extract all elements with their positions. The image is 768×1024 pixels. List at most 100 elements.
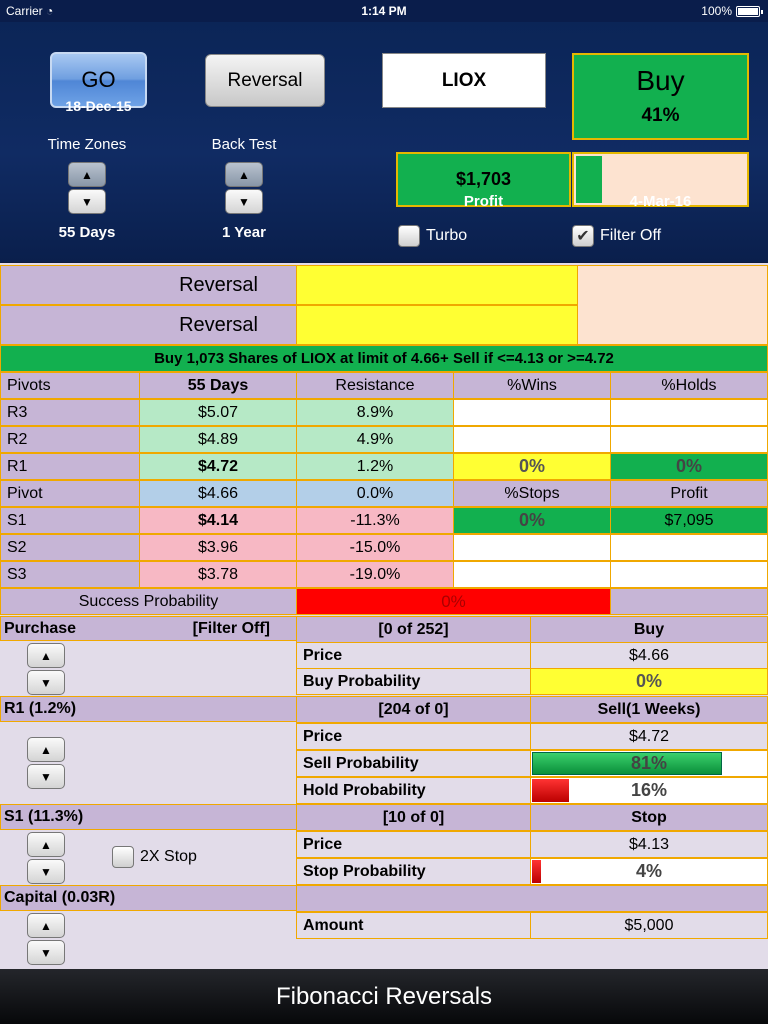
pivot-percent: 0.0% — [296, 480, 454, 507]
purchase-price: $4.66 — [530, 642, 768, 669]
purchase-title: Buy — [530, 616, 768, 643]
wins-cell — [453, 426, 611, 453]
reversal-button[interactable]: Reversal — [205, 54, 325, 107]
stops-cell — [453, 534, 611, 561]
stops-value: 0% — [453, 507, 611, 534]
pivot-name: R1 — [0, 453, 140, 480]
time-zones-stepper: ▲ ▼ — [68, 162, 106, 214]
sell-up-button[interactable]: ▲ — [27, 737, 65, 762]
profit-value-cell: $7,095 — [610, 507, 768, 534]
date-label: 18-Dec-15 — [65, 98, 132, 114]
symbol-input[interactable]: LIOX — [382, 53, 546, 108]
pivot-percent: -19.0% — [296, 561, 454, 588]
stop-target-label: S1 (11.3%) — [0, 804, 297, 830]
status-bar: Carrier ◔ 1:14 PM 100% — [0, 0, 768, 22]
purchase-count: [0 of 252] — [296, 616, 531, 643]
stop-price-label: Price — [296, 831, 531, 858]
pivots-header: Pivots — [0, 372, 140, 399]
pivot-price: $3.78 — [139, 561, 297, 588]
sell-probability-fill — [532, 752, 722, 775]
purchase-up-button[interactable]: ▲ — [27, 643, 65, 668]
hold-probability-bar: 16% — [530, 777, 768, 804]
buy-probability-label: Buy Probability — [296, 668, 531, 695]
order-instruction: Buy 1,073 Shares of LIOX at limit of 4.6… — [0, 345, 768, 372]
capital-label: Capital (0.03R) — [0, 885, 297, 911]
pivot-name: Pivot — [0, 480, 140, 507]
capital-up-button[interactable]: ▲ — [27, 913, 65, 938]
amount-label: Amount — [296, 912, 531, 939]
arrow-down-icon: ▼ — [40, 769, 52, 784]
purchase-stepper: ▲ ▼ — [27, 643, 65, 695]
reversal-row-value — [296, 305, 578, 345]
amount-value[interactable]: $5,000 — [530, 912, 768, 939]
go-button[interactable]: GO — [50, 52, 147, 108]
back-test-down-button[interactable]: ▼ — [225, 189, 263, 214]
main-grid: Reversal Reversal Buy 1,073 Shares of LI… — [0, 263, 768, 969]
arrow-up-icon: ▲ — [40, 648, 52, 663]
sell-probability-value: 81% — [630, 753, 668, 773]
pivot-percent: -11.3% — [296, 507, 454, 534]
stop-down-button[interactable]: ▼ — [27, 859, 65, 884]
battery-indicator: 100% — [701, 4, 763, 18]
stop-count: [10 of 0] — [296, 804, 531, 831]
sell-stepper: ▲ ▼ — [27, 737, 65, 789]
stop-probability-bar: 4% — [530, 858, 768, 885]
holds-cell — [610, 426, 768, 453]
purchase-down-button[interactable]: ▼ — [27, 670, 65, 695]
hold-probability-label: Hold Probability — [296, 777, 531, 804]
holds-value: 0% — [610, 453, 768, 480]
filter-checkbox[interactable]: ✔ Filter Off — [572, 225, 661, 247]
arrow-up-icon: ▲ — [40, 742, 52, 757]
back-test-up-button[interactable]: ▲ — [225, 162, 263, 187]
reversal-side-panel — [577, 265, 768, 345]
purchase-filter-label: [Filter Off] — [192, 619, 270, 637]
stop-stepper: ▲ ▼ — [27, 832, 65, 884]
stop-up-button[interactable]: ▲ — [27, 832, 65, 857]
profit-label: Profit — [463, 193, 504, 210]
capital-down-button[interactable]: ▼ — [27, 940, 65, 965]
profit-cell — [610, 561, 768, 588]
time-zones-label: Time Zones — [47, 136, 127, 153]
reversal-row-label: Reversal — [0, 305, 297, 345]
sell-target-label: R1 (1.2%) — [0, 696, 297, 722]
profit-header: Profit — [610, 480, 768, 507]
control-panel: GO Reversal LIOX SYMBOL 18-Dec-15 Buy 41… — [0, 22, 768, 262]
stop-probability-fill — [532, 860, 541, 883]
profit-value: $1,703 — [396, 152, 571, 207]
arrow-up-icon: ▲ — [40, 837, 52, 852]
twox-stop-label: 2X Stop — [140, 848, 197, 865]
sell-title: Sell(1 Weeks) — [530, 696, 768, 723]
filter-label: Filter Off — [600, 227, 662, 244]
holds-header: %Holds — [610, 372, 768, 399]
hold-probability-value: 16% — [630, 780, 668, 800]
reversal-row-label: Reversal — [0, 265, 297, 305]
back-test-stepper: ▲ ▼ — [225, 162, 263, 214]
carrier-label: Carrier ◔ — [6, 4, 54, 18]
sell-probability-bar: 81% — [530, 750, 768, 777]
progress-bar — [572, 152, 749, 207]
turbo-label: Turbo — [426, 227, 468, 244]
holds-cell — [610, 399, 768, 426]
battery-icon — [736, 5, 763, 17]
turbo-checkbox[interactable]: Turbo — [398, 225, 467, 247]
clock: 1:14 PM — [361, 4, 407, 18]
time-zones-down-button[interactable]: ▼ — [68, 189, 106, 214]
arrow-down-icon: ▼ — [81, 194, 93, 209]
purchase-header: Purchase [Filter Off] — [0, 616, 297, 641]
arrow-down-icon: ▼ — [40, 945, 52, 960]
profit-cell — [610, 534, 768, 561]
stop-probability-value: 4% — [635, 861, 662, 881]
success-probability-value: 0% — [296, 588, 611, 615]
pivot-name: R3 — [0, 399, 140, 426]
sell-down-button[interactable]: ▼ — [27, 764, 65, 789]
pivot-name: S2 — [0, 534, 140, 561]
pivot-name: S1 — [0, 507, 140, 534]
footer-title: Fibonacci Reversals — [0, 969, 768, 1024]
pivot-price: $4.89 — [139, 426, 297, 453]
capital-header-spacer — [296, 885, 768, 912]
time-zones-up-button[interactable]: ▲ — [68, 162, 106, 187]
purchase-price-label: Price — [296, 642, 531, 669]
pivot-price: $4.72 — [139, 453, 297, 480]
twox-stop-checkbox[interactable]: 2X Stop — [112, 846, 197, 868]
pivot-name: R2 — [0, 426, 140, 453]
